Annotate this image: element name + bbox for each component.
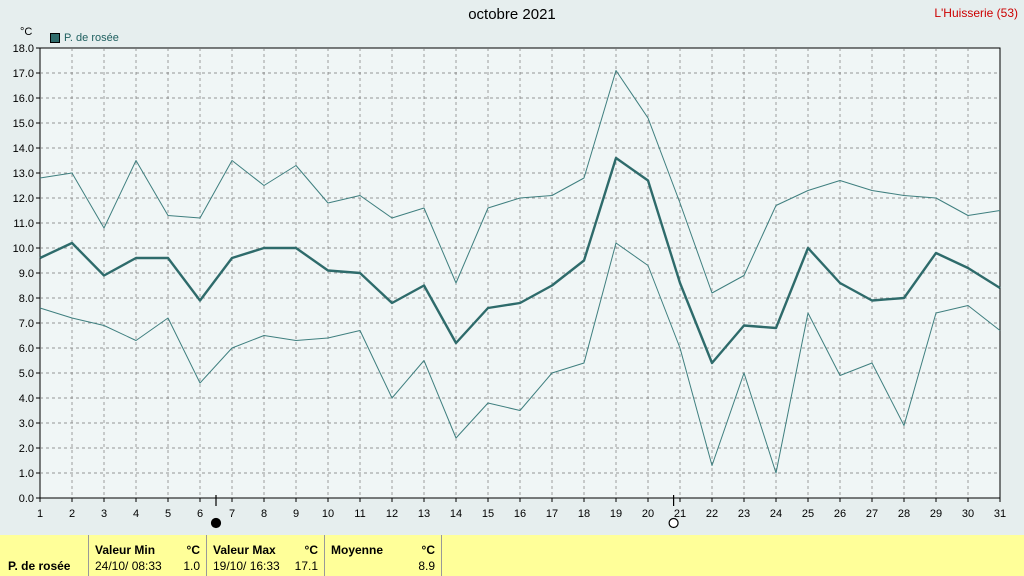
- x-tick-label: 31: [994, 508, 1006, 520]
- series-lines: [39, 70, 1001, 474]
- summary-row-label: P. de rosée: [8, 559, 71, 573]
- avg-cell: Moyenne °C 8.9: [324, 535, 442, 576]
- x-tick-label: 5: [165, 508, 171, 520]
- x-tick-label: 2: [69, 508, 75, 520]
- max-unit: °C: [304, 543, 318, 557]
- grid-lines: [40, 48, 1000, 498]
- max-value: 17.1: [294, 559, 318, 573]
- x-tick-label: 17: [546, 508, 558, 520]
- y-tick-label: 7.0: [19, 318, 34, 330]
- x-tick-label: 23: [738, 508, 750, 520]
- x-axis-ticks: 1 2 3 4 5 6 7 8 9 10 11 12 13 14 15 16 17 18 19 20 21 22 23 24 2…: [37, 498, 1006, 520]
- x-tick-label: 3: [101, 508, 107, 520]
- x-tick-label: 11: [354, 508, 365, 520]
- y-tick-label: 12.0: [13, 193, 34, 205]
- legend: P. de rosée: [50, 32, 119, 44]
- x-tick-label: 16: [514, 508, 526, 520]
- y-tick-label: 1.0: [19, 468, 34, 480]
- x-tick-label: 22: [706, 508, 718, 520]
- avg-unit: °C: [421, 543, 435, 557]
- x-tick-label: 29: [930, 508, 942, 520]
- x-tick-label: 15: [482, 508, 494, 520]
- x-tick-label: 30: [962, 508, 974, 520]
- x-tick-label: 8: [261, 508, 267, 520]
- x-tick-label: 9: [293, 508, 299, 520]
- y-tick-label: 4.0: [19, 393, 34, 405]
- y-tick-label: 9.0: [19, 268, 34, 280]
- moon-phases: [210, 495, 679, 529]
- y-tick-label: 14.0: [13, 143, 34, 155]
- x-tick-label: 1: [37, 508, 43, 520]
- x-tick-label: 27: [866, 508, 878, 520]
- y-tick-label: 13.0: [13, 168, 34, 180]
- min-value: 1.0: [183, 559, 200, 573]
- x-tick-label: 28: [898, 508, 910, 520]
- x-tick-label: 13: [418, 508, 430, 520]
- series-line-mean: [39, 156, 1001, 365]
- y-tick-label: 18.0: [13, 43, 34, 55]
- avg-value: 8.9: [418, 559, 435, 573]
- y-tick-label: 5.0: [19, 368, 34, 380]
- max-cell: Valeur Max °C 19/10/ 16:33 17.1: [206, 535, 324, 576]
- x-tick-label: 18: [578, 508, 590, 520]
- max-header: Valeur Max: [213, 543, 276, 557]
- min-unit: °C: [186, 543, 200, 557]
- y-axis-unit: °C: [20, 26, 33, 38]
- y-tick-label: 11.0: [13, 218, 34, 230]
- series-line-max: [39, 70, 1001, 294]
- y-tick-label: 8.0: [19, 293, 34, 305]
- y-tick-label: 3.0: [19, 418, 34, 430]
- x-tick-label: 24: [770, 508, 782, 520]
- station-name: L'Huisserie (53): [934, 6, 1018, 20]
- legend-swatch: [50, 33, 60, 43]
- y-tick-label: 0.0: [19, 493, 34, 505]
- x-tick-label: 12: [386, 508, 398, 520]
- summary-bar: P. de rosée Valeur Min °C 24/10/ 08:33 1…: [0, 535, 1024, 576]
- max-datetime: 19/10/ 16:33: [213, 559, 280, 573]
- x-tick-label: 25: [802, 508, 814, 520]
- y-tick-label: 10.0: [13, 243, 34, 255]
- legend-label: P. de rosée: [64, 32, 119, 44]
- y-tick-label: 2.0: [19, 443, 34, 455]
- x-tick-label: 26: [834, 508, 846, 520]
- x-tick-label: 21: [674, 508, 686, 520]
- min-cell: Valeur Min °C 24/10/ 08:33 1.0: [88, 535, 206, 576]
- full-moon-icon: [668, 517, 679, 529]
- y-axis-ticks: 0.0 1.0 2.0 3.0 4.0 5.0 6.0 7.0 8.0 9.0 10.0 11.0 12…: [13, 43, 40, 505]
- dew-point-chart: 0.01.02.03.04.05.06.07.08.09.010.011.012…: [13, 43, 1006, 529]
- series-line-min: [39, 242, 1001, 474]
- x-tick-label: 7: [229, 508, 235, 520]
- x-tick-label: 19: [610, 508, 622, 520]
- y-tick-label: 6.0: [19, 343, 34, 355]
- min-header: Valeur Min: [95, 543, 156, 557]
- new-moon-icon: [210, 517, 222, 529]
- x-tick-label: 10: [322, 508, 334, 520]
- x-tick-label: 4: [133, 508, 139, 520]
- avg-header: Moyenne: [331, 543, 384, 557]
- y-tick-label: 16.0: [13, 93, 34, 105]
- y-tick-label: 17.0: [13, 68, 34, 80]
- chart-title: octobre 2021: [468, 6, 556, 23]
- x-tick-label: 6: [197, 508, 203, 520]
- y-tick-label: 15.0: [13, 118, 34, 130]
- x-tick-label: 14: [450, 508, 462, 520]
- x-tick-label: 20: [642, 508, 654, 520]
- min-datetime: 24/10/ 08:33: [95, 559, 162, 573]
